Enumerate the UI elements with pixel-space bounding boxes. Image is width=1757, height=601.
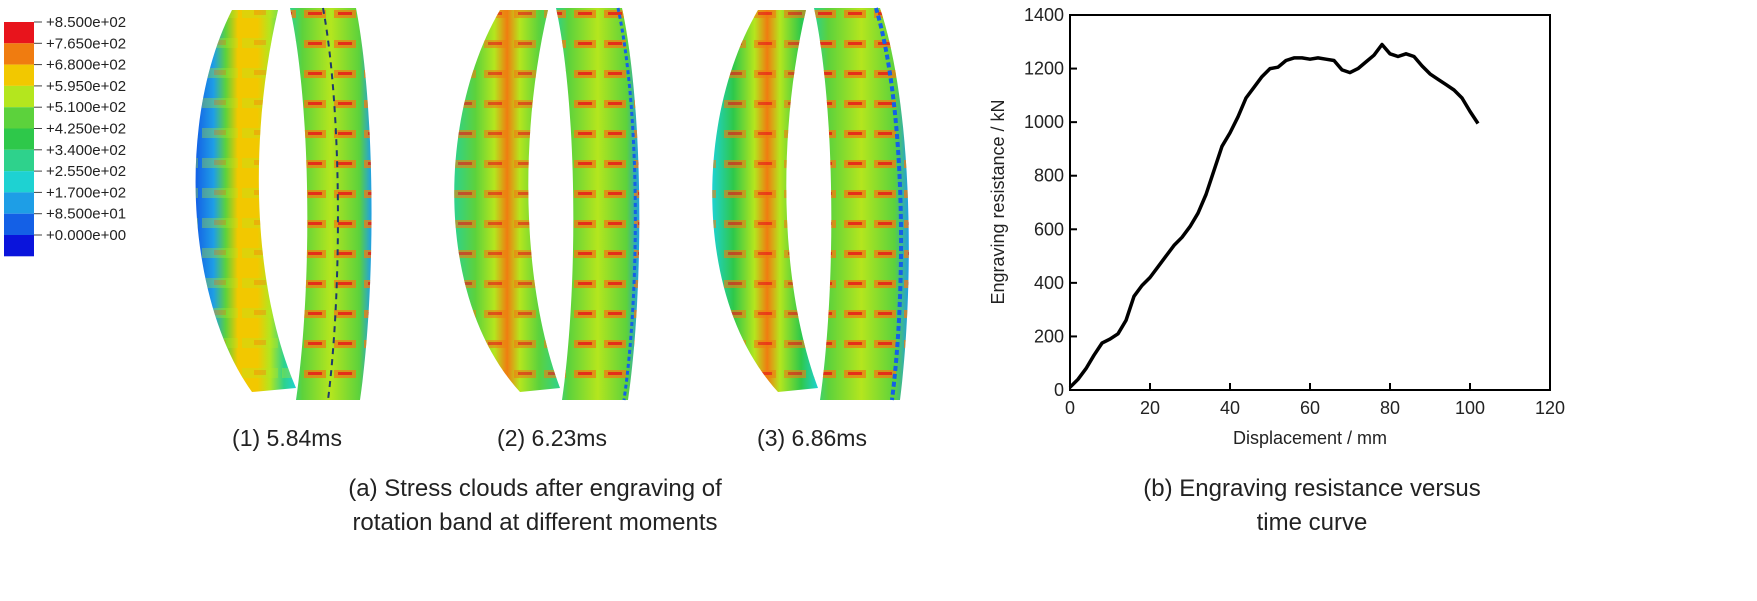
colorbar-label: +8.500e+02 — [46, 14, 126, 31]
stress-panel-2 — [454, 7, 640, 401]
x-axis: 0 20 40 60 80 100 120 — [1065, 383, 1565, 418]
x-tick-label: 100 — [1455, 398, 1485, 418]
colorbar-label: +5.100e+02 — [46, 99, 126, 116]
colorbar-swatch — [4, 85, 34, 108]
y-axis-label: Engraving resistance / kN — [988, 99, 1008, 304]
caption-b-line1: (b) Engraving resistance versus — [1143, 475, 1480, 502]
stress-panel-1 — [195, 7, 372, 401]
y-tick-label: 800 — [1034, 166, 1064, 186]
x-tick-label: 60 — [1300, 398, 1320, 418]
panel-3-label: (3) 6.86ms — [757, 425, 867, 451]
colorbar-swatch — [4, 235, 34, 257]
colorbar-label: +2.550e+02 — [46, 163, 126, 180]
colorbar-swatch — [4, 64, 34, 86]
y-tick-label: 600 — [1034, 219, 1064, 239]
caption-b-line2: time curve — [1257, 509, 1368, 536]
y-tick-label: 1000 — [1024, 112, 1064, 132]
colorbar-label: +8.500e+01 — [46, 206, 126, 223]
stress-panel-3 — [712, 7, 909, 401]
colorbar-label: +5.950e+02 — [46, 78, 126, 95]
panel-1-label: (1) 5.84ms — [232, 425, 342, 451]
colorbar-label: +6.800e+02 — [46, 57, 126, 74]
y-tick-label: 1200 — [1024, 59, 1064, 79]
colorbar-swatch — [4, 22, 34, 44]
resistance-chart: 0 20 40 60 80 100 120 0 200 400 600 800 1000 1200 140… — [988, 5, 1565, 448]
series-line — [1068, 42, 1480, 389]
colorbar-label: +1.700e+02 — [46, 184, 126, 201]
colorbar-swatch — [4, 149, 34, 172]
x-tick-label: 80 — [1380, 398, 1400, 418]
colorbar-label: +4.250e+02 — [46, 121, 126, 138]
x-tick-label: 20 — [1140, 398, 1160, 418]
caption-a-line2: rotation band at different moments — [352, 509, 717, 536]
x-tick-label: 40 — [1220, 398, 1240, 418]
colorbar-label: +3.400e+02 — [46, 142, 126, 159]
colorbar-label: +7.650e+02 — [46, 35, 126, 52]
y-tick-label: 1400 — [1024, 5, 1064, 25]
y-tick-label: 400 — [1034, 273, 1064, 293]
colorbar-swatch — [4, 43, 34, 65]
colorbar-swatch — [4, 107, 34, 129]
caption-a-line1: (a) Stress clouds after engraving of — [348, 475, 722, 502]
colorbar-swatch — [4, 171, 34, 193]
colorbar-swatch — [4, 192, 34, 214]
x-axis-label: Displacement / mm — [1233, 428, 1387, 448]
y-axis: 0 200 400 600 800 1000 1200 1400 — [1024, 5, 1077, 400]
x-tick-label: 120 — [1535, 398, 1565, 418]
chart-frame — [1069, 14, 1551, 391]
y-tick-label: 0 — [1054, 380, 1064, 400]
stress-colorbar: +8.500e+02 +7.650e+02 +6.800e+02 +5.950e+02… — [4, 14, 126, 257]
x-tick-label: 0 — [1065, 398, 1075, 418]
colorbar-label: +0.000e+00 — [46, 227, 126, 244]
y-tick-label: 200 — [1034, 326, 1064, 346]
colorbar-swatch — [4, 128, 34, 150]
panel-2-label: (2) 6.23ms — [497, 425, 607, 451]
colorbar-swatch — [4, 213, 34, 235]
